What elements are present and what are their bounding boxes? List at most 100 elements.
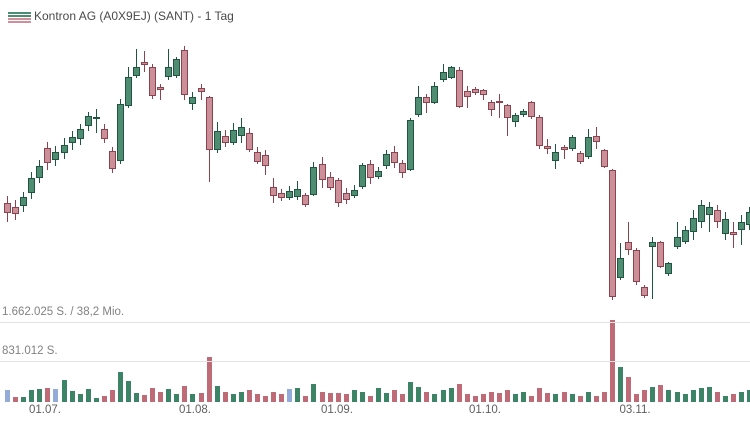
volume-bar-down [368,396,373,402]
volume-bar-down [142,395,147,402]
volume-bar-neutral [287,389,292,402]
candle-up [512,115,519,122]
volume-bar-down [562,392,567,402]
volume-bar-up [553,394,558,402]
candle-up [698,205,705,222]
volume-bar-up [416,387,421,402]
volume-bar-down [392,390,397,402]
candle-down [577,153,584,162]
price-pane[interactable] [0,0,750,310]
volume-bar-down [497,393,502,402]
volume-bar-down [207,357,212,402]
volume-bar-down [45,388,50,402]
volume-bar-down [602,392,607,402]
volume-bar-down [529,396,534,402]
volume-bar-up [449,388,454,402]
volume-bar-up [521,392,526,402]
candle-up [746,212,750,225]
volume-bar-down [626,377,631,402]
candle-down [302,195,309,205]
volume-bar-down [303,396,308,402]
candlestick-legend-icon[interactable] [8,12,31,23]
x-axis-tick-label: 03.11. [619,404,651,416]
candle-down [391,152,398,163]
candle-up [310,167,317,195]
candle-down [343,193,350,200]
volume-bar-up [739,392,744,402]
volume-bar-up [37,389,42,402]
volume-bar-down [344,394,349,402]
volume-bar-down [465,394,470,402]
chart-title: Kontron AG (A0X9EJ) (SANT) - 1 Tag [34,9,234,23]
volume-bar-down [424,392,429,402]
candle-up [117,104,124,161]
volume-bar-up [190,394,195,402]
candle-wick [201,84,202,100]
candle-down [472,89,479,93]
candle-down [101,129,108,139]
candle-down [496,101,503,103]
volume-bar-up [666,390,671,402]
candle-down [181,50,188,95]
volume-bar-down [271,392,276,402]
volume-bar-up [408,382,413,402]
volume-bar-up [441,390,446,402]
candle-down [222,136,229,143]
candle-down [270,187,277,196]
candle-up [133,67,140,76]
volume-bar-up [707,387,712,402]
volume-bar-down [199,393,204,402]
candle-wick [677,222,678,249]
volume-bar-down [102,396,107,402]
candle-up [173,59,180,76]
x-axis-tick-label: 01.08. [179,404,211,416]
volume-bar-up [118,372,123,402]
candle-up [125,77,132,106]
candle-down [657,242,664,267]
volume-bar-up [376,388,381,402]
volume-bar-down [537,388,542,402]
volume-bar-down [336,393,341,402]
candle-up [230,130,237,143]
candle-down [278,193,285,198]
volume-bar-down [505,390,510,402]
candle-up [706,207,713,215]
candle-down [4,203,11,213]
candle-wick [96,109,97,133]
candle-up [520,111,527,115]
candle-up [77,129,84,139]
volume-bar-down [658,385,663,402]
candle-wick [160,84,161,100]
candle-down [544,146,551,149]
candle-wick [628,222,629,255]
candle-down [714,210,721,222]
volume-bar-down [473,396,478,402]
candle-up [28,178,35,193]
candle-down [730,232,737,235]
volume-axis-label: 831.012 S. [2,345,58,357]
volume-bar-down [715,392,720,402]
volume-bar-up [691,390,696,402]
volume-bar-up [723,396,728,402]
candle-wick [733,222,734,248]
volume-bar-up [432,394,437,402]
volume-bar-down [489,392,494,402]
candle-up [552,152,559,161]
volume-bar-up [352,390,357,402]
candle-up [738,222,745,230]
candle-down [335,180,342,203]
candle-down [601,150,608,167]
volume-bar-up [62,380,67,402]
candle-wick [168,49,169,80]
volume-gridline [0,322,750,323]
candle-down [633,250,640,282]
volume-bar-neutral [5,390,10,402]
candle-down [536,117,543,146]
candle-down [480,90,487,95]
volume-bar-down [110,390,115,402]
x-axis-tick-label: 01.07. [29,404,61,416]
volume-bar-up [513,394,518,402]
volume-bar-down [279,394,284,402]
candle-up [682,230,689,242]
volume-bar-up [683,394,688,402]
